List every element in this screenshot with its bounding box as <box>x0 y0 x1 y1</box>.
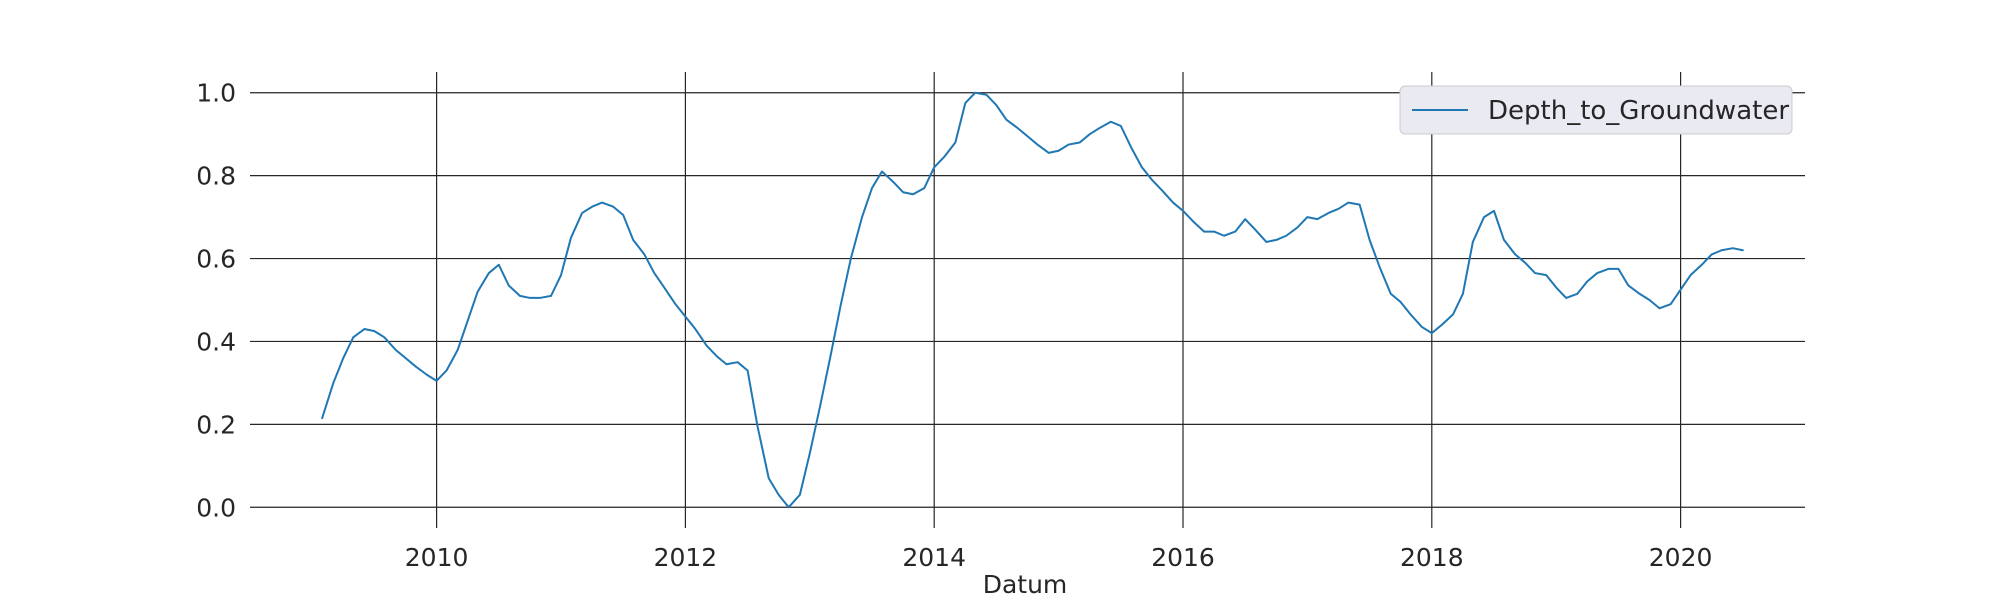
y-tick-label: 0.4 <box>196 327 236 356</box>
y-tick-label: 0.2 <box>196 410 236 439</box>
legend: Depth_to_Groundwater <box>1399 85 1793 135</box>
legend-label: Depth_to_Groundwater <box>1488 96 1789 126</box>
x-tick-label: 2018 <box>1400 543 1464 572</box>
x-tick-label: 2012 <box>654 543 718 572</box>
y-tick-label: 0.6 <box>196 245 236 274</box>
y-tick-label: 1.0 <box>196 79 236 108</box>
x-tick-label: 2014 <box>902 543 966 572</box>
x-axis-label: Datum <box>983 570 1068 599</box>
series-layer <box>321 91 1744 509</box>
x-tick-label: 2016 <box>1151 543 1215 572</box>
legend-box <box>1399 85 1793 135</box>
grid <box>250 72 1805 528</box>
plot-area <box>250 72 1805 528</box>
series-line <box>321 91 1744 509</box>
x-tick-label: 2020 <box>1649 543 1713 572</box>
x-axis-ticks: 2010 2012 2014 2016 2018 2020 <box>405 543 1713 572</box>
y-axis-ticks: 0.0 0.2 0.4 0.6 0.8 1.0 <box>196 79 236 523</box>
y-tick-label: 0.0 <box>196 493 236 522</box>
x-tick-label: 2010 <box>405 543 469 572</box>
y-tick-label: 0.8 <box>196 162 236 191</box>
